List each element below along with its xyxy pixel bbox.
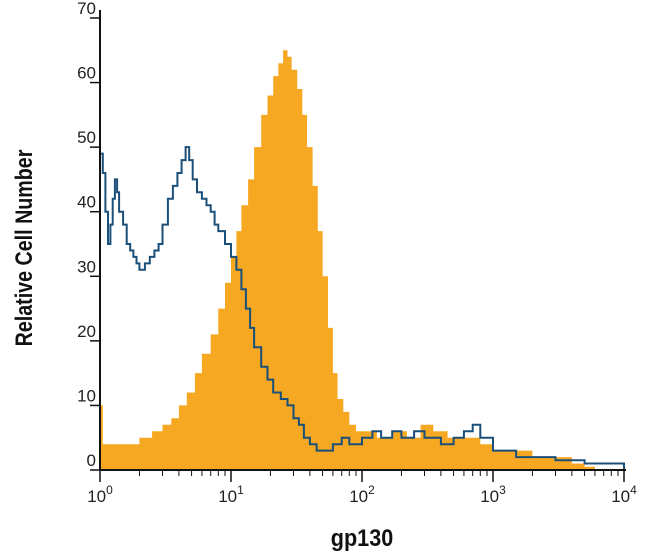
x-tick-label: 100 bbox=[87, 483, 113, 506]
y-tick-label: 60 bbox=[77, 64, 96, 83]
axes: 0 10 20 30 40 50 60 70 100 101 102 103 104 bbox=[77, 0, 637, 506]
plot-area bbox=[100, 50, 625, 471]
series-0-fill bbox=[100, 50, 595, 471]
y-tick-label: 50 bbox=[77, 128, 96, 147]
x-tick-label: 101 bbox=[218, 483, 244, 506]
y-tick-label: 70 bbox=[77, 0, 96, 18]
x-tick-label: 103 bbox=[480, 483, 506, 506]
y-tick-label: 10 bbox=[77, 386, 96, 405]
x-tick-label: 102 bbox=[349, 483, 375, 506]
series-1-line bbox=[100, 146, 625, 470]
y-tick-label: 20 bbox=[77, 322, 96, 341]
y-tick-label: 30 bbox=[77, 257, 96, 276]
x-axis-title: gp130 bbox=[331, 524, 393, 551]
y-tick-label: 0 bbox=[87, 451, 96, 470]
y-tick-label: 40 bbox=[77, 193, 96, 212]
y-axis-title: Relative Cell Number bbox=[10, 149, 37, 346]
x-tick-label: 104 bbox=[611, 483, 637, 506]
